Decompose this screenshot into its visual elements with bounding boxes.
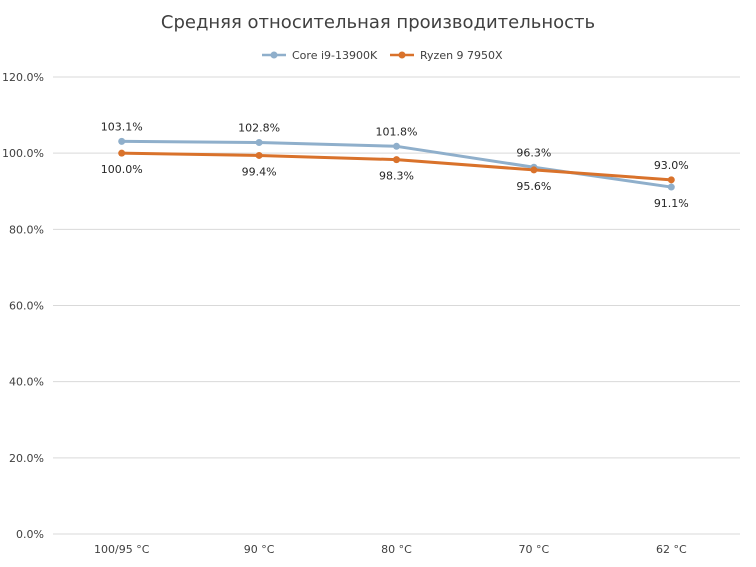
y-tick-label: 0.0%: [16, 528, 44, 541]
data-label: 101.8%: [376, 125, 418, 138]
legend-label-core-i9: Core i9-13900K: [292, 49, 378, 62]
y-tick-label: 40.0%: [9, 376, 44, 389]
series-0-point: [667, 183, 675, 191]
x-tick-label: 62 °C: [656, 543, 687, 556]
x-axis-tick-labels: 100/95 °C 90 °C 80 °C 70 °C 62 °C: [94, 543, 687, 556]
data-labels: 103.1% 100.0% 102.8% 99.4% 101.8% 98.3% 96.3% 9…: [101, 120, 689, 210]
x-tick-label: 80 °C: [381, 543, 412, 556]
legend: Core i9-13900K Ryzen 9 7950X: [262, 49, 503, 62]
legend-label-ryzen-9: Ryzen 9 7950X: [420, 49, 503, 62]
legend-marker-ryzen-9: [398, 51, 406, 59]
y-axis-tick-labels: 0.0% 20.0% 40.0% 60.0% 80.0% 100.0% 120.0%: [2, 71, 44, 541]
y-tick-label: 120.0%: [2, 71, 44, 84]
series-0-point: [393, 142, 400, 150]
data-label: 102.8%: [238, 122, 280, 135]
series-0-point: [118, 137, 126, 145]
data-label: 103.1%: [101, 120, 143, 133]
chart-title: Средняя относительная производительность: [161, 12, 595, 33]
data-label: 93.0%: [654, 159, 689, 172]
y-tick-label: 80.0%: [9, 223, 44, 236]
data-label: 100.0%: [101, 163, 143, 176]
data-label: 96.3%: [516, 146, 551, 159]
x-tick-label: 70 °C: [519, 543, 550, 556]
y-tick-label: 60.0%: [9, 300, 44, 313]
x-tick-label: 90 °C: [244, 543, 275, 556]
legend-marker-core-i9: [270, 51, 278, 59]
x-tick-label: 100/95 °C: [94, 543, 150, 556]
series-1-point: [118, 149, 126, 157]
series-0-point: [255, 139, 263, 147]
data-label: 91.1%: [654, 197, 689, 210]
data-label: 98.3%: [379, 170, 414, 183]
series-1-point: [255, 151, 263, 159]
y-tick-label: 20.0%: [9, 452, 44, 465]
y-tick-label: 100.0%: [2, 147, 44, 160]
series-1-point: [667, 176, 675, 184]
series-1-point: [530, 166, 538, 174]
series-markers: [118, 137, 675, 191]
series-1-point: [393, 156, 400, 164]
gridlines: [53, 76, 740, 535]
data-label: 95.6%: [516, 180, 551, 193]
data-label: 99.4%: [242, 165, 277, 178]
